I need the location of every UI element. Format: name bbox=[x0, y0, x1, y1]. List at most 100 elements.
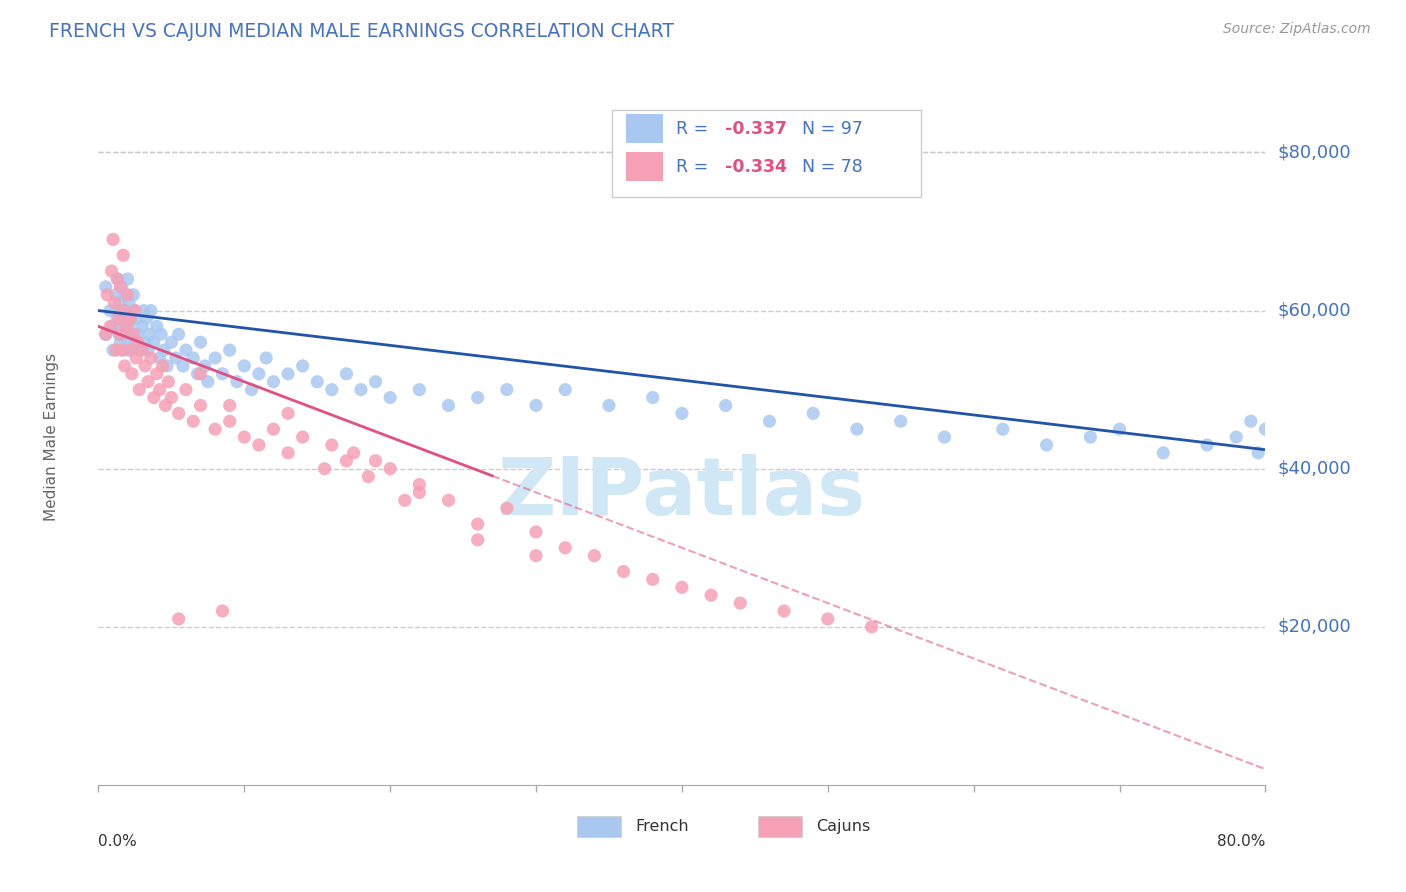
Point bbox=[132, 303, 155, 318]
Point bbox=[262, 422, 284, 436]
Point bbox=[121, 327, 143, 342]
Point bbox=[135, 311, 157, 326]
Point bbox=[118, 295, 141, 310]
Point bbox=[131, 319, 153, 334]
Point bbox=[321, 438, 343, 452]
Text: $20,000: $20,000 bbox=[1277, 618, 1351, 636]
Point bbox=[112, 311, 135, 326]
Text: N = 97: N = 97 bbox=[801, 120, 863, 137]
Point bbox=[190, 399, 212, 413]
Point bbox=[730, 596, 752, 610]
Point bbox=[105, 311, 128, 326]
Point bbox=[291, 359, 314, 373]
Point bbox=[134, 359, 156, 373]
Point bbox=[120, 311, 142, 326]
Point bbox=[127, 335, 149, 350]
Point bbox=[124, 303, 146, 318]
Point bbox=[125, 311, 148, 326]
Point bbox=[247, 367, 270, 381]
Point bbox=[194, 359, 217, 373]
Point bbox=[138, 327, 160, 342]
Point bbox=[111, 319, 134, 334]
Point bbox=[204, 351, 226, 365]
Point bbox=[139, 351, 162, 365]
Point bbox=[583, 549, 606, 563]
Text: 0.0%: 0.0% bbox=[98, 834, 138, 848]
Point bbox=[554, 541, 576, 555]
Point bbox=[155, 399, 177, 413]
Text: $60,000: $60,000 bbox=[1277, 301, 1351, 319]
Point bbox=[641, 391, 664, 405]
Text: Median Male Earnings: Median Male Earnings bbox=[44, 353, 59, 521]
Point bbox=[496, 501, 519, 516]
Text: -0.337: -0.337 bbox=[725, 120, 787, 137]
Point bbox=[128, 383, 150, 397]
Point bbox=[1225, 430, 1247, 444]
Point bbox=[467, 391, 489, 405]
Point bbox=[758, 414, 780, 428]
Point bbox=[167, 612, 190, 626]
Point bbox=[1080, 430, 1102, 444]
Point bbox=[131, 343, 153, 358]
Text: $40,000: $40,000 bbox=[1277, 459, 1351, 478]
Text: ZIPatlas: ZIPatlas bbox=[498, 454, 866, 532]
Point bbox=[124, 335, 146, 350]
Point bbox=[181, 414, 204, 428]
Point bbox=[641, 573, 664, 587]
Point bbox=[277, 446, 299, 460]
Point bbox=[149, 351, 172, 365]
Point bbox=[226, 375, 249, 389]
Point bbox=[408, 383, 430, 397]
Point bbox=[612, 565, 634, 579]
Point bbox=[197, 375, 219, 389]
Point bbox=[110, 327, 132, 342]
Text: French: French bbox=[636, 819, 689, 834]
Point bbox=[160, 391, 183, 405]
Text: R =: R = bbox=[676, 120, 714, 137]
Point bbox=[98, 319, 121, 334]
Point bbox=[104, 343, 127, 358]
Point bbox=[1195, 438, 1218, 452]
Point bbox=[120, 311, 142, 326]
Point bbox=[153, 343, 176, 358]
Point bbox=[152, 359, 174, 373]
Point bbox=[103, 295, 125, 310]
Point bbox=[110, 303, 132, 318]
Point bbox=[110, 335, 132, 350]
Text: Cajuns: Cajuns bbox=[815, 819, 870, 834]
Text: -0.334: -0.334 bbox=[725, 158, 787, 176]
Point bbox=[554, 383, 576, 397]
Point bbox=[190, 335, 212, 350]
Point bbox=[94, 327, 117, 342]
Point bbox=[335, 367, 357, 381]
Point bbox=[115, 319, 138, 334]
Point bbox=[714, 399, 737, 413]
Point bbox=[114, 327, 136, 342]
Point bbox=[524, 549, 547, 563]
Point bbox=[357, 469, 380, 483]
Point bbox=[108, 311, 131, 326]
Point bbox=[700, 588, 723, 602]
Point bbox=[1152, 446, 1174, 460]
Point bbox=[890, 414, 912, 428]
Point bbox=[160, 335, 183, 350]
Point bbox=[118, 319, 141, 334]
Point bbox=[343, 446, 366, 460]
Point bbox=[773, 604, 796, 618]
Point bbox=[467, 533, 489, 547]
Point bbox=[408, 477, 430, 491]
Point bbox=[335, 454, 357, 468]
Point bbox=[117, 287, 139, 301]
Point bbox=[112, 343, 135, 358]
Point bbox=[846, 422, 869, 436]
Point bbox=[1240, 414, 1263, 428]
Point bbox=[117, 335, 139, 350]
Point bbox=[104, 287, 127, 301]
Text: FRENCH VS CAJUN MEDIAN MALE EARNINGS CORRELATION CHART: FRENCH VS CAJUN MEDIAN MALE EARNINGS COR… bbox=[49, 22, 675, 41]
Point bbox=[437, 493, 460, 508]
Point bbox=[380, 461, 402, 475]
Point bbox=[142, 391, 165, 405]
Point bbox=[142, 335, 165, 350]
Point bbox=[167, 327, 190, 342]
Point bbox=[110, 280, 132, 294]
